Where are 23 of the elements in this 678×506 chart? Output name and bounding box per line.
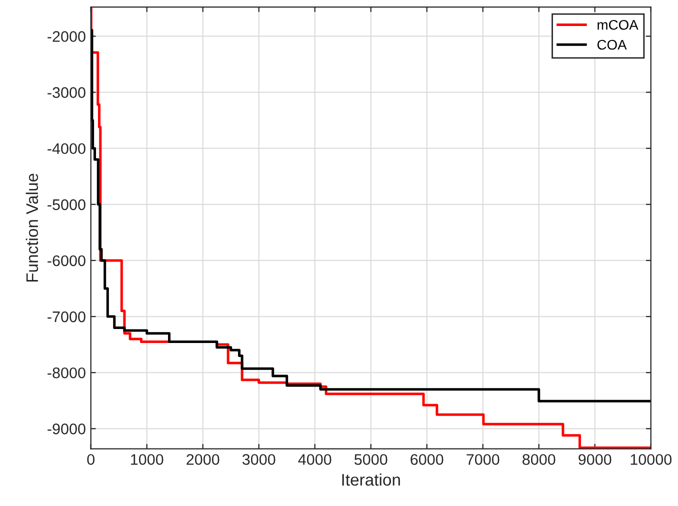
- x-tick-label: 8000: [522, 454, 556, 465]
- y-tick-label: -8000: [48, 367, 86, 378]
- y-tick-label: -7000: [48, 311, 86, 322]
- y-tick-label: -4000: [48, 143, 86, 154]
- legend-label: COA: [597, 40, 627, 50]
- y-tick-label: -9000: [48, 424, 86, 434]
- x-tick-label: 7000: [466, 454, 500, 465]
- x-tick-label: 3000: [242, 454, 276, 465]
- x-tick-label: 0: [87, 454, 95, 465]
- x-tick-label: 1000: [131, 454, 164, 465]
- y-tick-label: -6000: [48, 255, 86, 266]
- x-tick-label: 2000: [186, 454, 220, 465]
- x-axis-title: Iteration: [342, 473, 400, 486]
- x-tick-label: 4000: [298, 454, 332, 465]
- y-tick-label: -2000: [48, 31, 86, 42]
- x-tick-label: 10000: [630, 454, 672, 465]
- y-tick-label: -3000: [48, 87, 86, 98]
- x-tick-label: 5000: [354, 454, 388, 465]
- y-axis-title: Function Value: [26, 174, 38, 282]
- x-tick-label: 6000: [410, 454, 444, 465]
- y-tick-label: -5000: [48, 199, 86, 210]
- legend-label: mCOA: [598, 20, 638, 30]
- x-tick-label: 9000: [578, 454, 612, 465]
